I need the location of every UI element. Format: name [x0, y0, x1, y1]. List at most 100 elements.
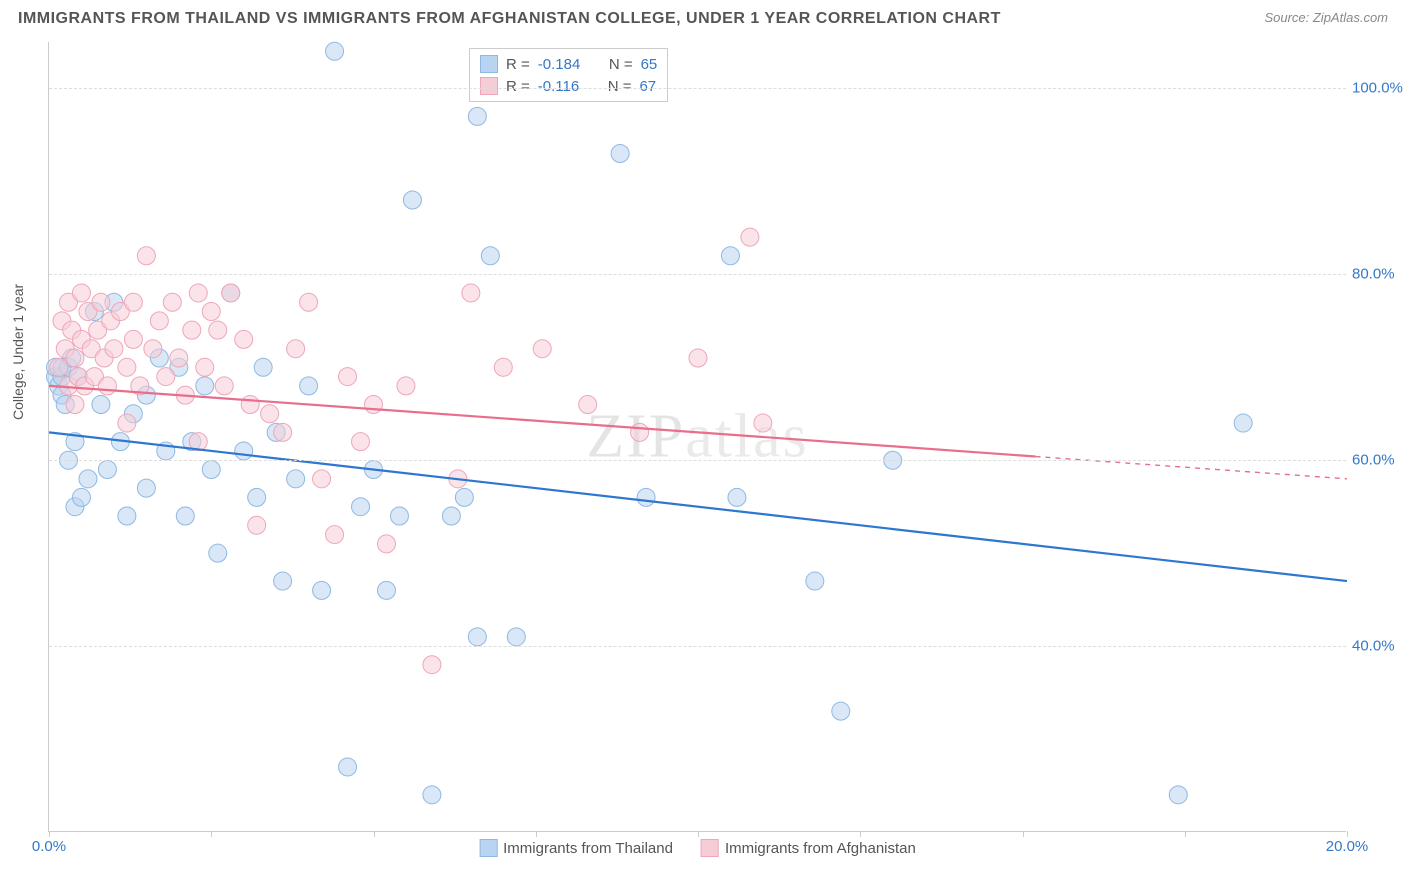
y-tick-label: 40.0% — [1352, 638, 1404, 655]
data-point — [183, 321, 201, 339]
data-point — [754, 414, 772, 432]
data-point — [157, 368, 175, 386]
data-point — [721, 247, 739, 265]
y-tick-label: 60.0% — [1352, 452, 1404, 469]
data-point — [352, 433, 370, 451]
data-point — [118, 414, 136, 432]
data-point — [248, 488, 266, 506]
legend-n-value: 67 — [639, 78, 656, 95]
data-point — [261, 405, 279, 423]
data-point — [313, 581, 331, 599]
data-point — [137, 247, 155, 265]
data-point — [274, 572, 292, 590]
data-point — [689, 349, 707, 367]
data-point — [390, 507, 408, 525]
legend-n-label: N = — [609, 56, 633, 73]
data-point — [72, 284, 90, 302]
data-point — [72, 488, 90, 506]
legend-r-label: R = — [506, 78, 530, 95]
gridline-h — [49, 274, 1346, 275]
data-point — [196, 358, 214, 376]
data-point — [403, 191, 421, 209]
legend-r-label: R = — [506, 56, 530, 73]
series-legend-item: Immigrants from Afghanistan — [701, 839, 916, 857]
data-point — [196, 377, 214, 395]
data-point — [462, 284, 480, 302]
data-point — [163, 293, 181, 311]
data-point — [124, 293, 142, 311]
data-point — [455, 488, 473, 506]
data-point — [352, 498, 370, 516]
data-point — [222, 284, 240, 302]
data-point — [326, 42, 344, 60]
data-point — [397, 377, 415, 395]
legend-n-label: N = — [608, 78, 632, 95]
data-point — [468, 628, 486, 646]
legend-swatch — [479, 839, 497, 857]
data-point — [274, 423, 292, 441]
series-legend-item: Immigrants from Thailand — [479, 839, 673, 857]
chart-title: IMMIGRANTS FROM THAILAND VS IMMIGRANTS F… — [18, 10, 1001, 28]
data-point — [235, 442, 253, 460]
data-point — [287, 340, 305, 358]
x-tick-mark — [698, 831, 699, 837]
data-point — [339, 758, 357, 776]
data-point — [176, 507, 194, 525]
series-legend-label: Immigrants from Afghanistan — [725, 840, 916, 857]
data-point — [241, 395, 259, 413]
correlation-legend: R = -0.184 N = 65R = -0.116 N = 67 — [469, 48, 668, 102]
data-point — [170, 349, 188, 367]
data-point — [507, 628, 525, 646]
data-point — [287, 470, 305, 488]
data-point — [611, 145, 629, 163]
data-point — [254, 358, 272, 376]
y-tick-label: 80.0% — [1352, 266, 1404, 283]
data-point — [494, 358, 512, 376]
data-point — [326, 526, 344, 544]
x-tick-mark — [211, 831, 212, 837]
data-point — [66, 349, 84, 367]
gridline-h — [49, 88, 1346, 89]
data-point — [92, 395, 110, 413]
data-point — [442, 507, 460, 525]
data-point — [235, 330, 253, 348]
legend-swatch — [480, 77, 498, 95]
legend-r-value: -0.116 — [538, 78, 579, 95]
data-point — [215, 377, 233, 395]
x-tick-label: 20.0% — [1326, 838, 1369, 855]
y-tick-label: 100.0% — [1352, 80, 1404, 97]
data-point — [98, 461, 116, 479]
data-point — [481, 247, 499, 265]
chart-svg — [49, 42, 1346, 831]
data-point — [533, 340, 551, 358]
data-point — [189, 284, 207, 302]
data-point — [144, 340, 162, 358]
x-tick-mark — [374, 831, 375, 837]
data-point — [124, 330, 142, 348]
x-tick-mark — [860, 831, 861, 837]
data-point — [98, 377, 116, 395]
data-point — [468, 107, 486, 125]
data-point — [377, 535, 395, 553]
data-point — [631, 423, 649, 441]
data-point — [150, 312, 168, 330]
data-point — [92, 293, 110, 311]
data-point — [66, 395, 84, 413]
correlation-legend-row: R = -0.116 N = 67 — [480, 75, 657, 97]
data-point — [1234, 414, 1252, 432]
data-point — [300, 377, 318, 395]
data-point — [423, 656, 441, 674]
legend-r-value: -0.184 — [538, 56, 581, 73]
data-point — [806, 572, 824, 590]
trend-line — [49, 432, 1347, 581]
correlation-legend-row: R = -0.184 N = 65 — [480, 53, 657, 75]
data-point — [118, 507, 136, 525]
legend-swatch — [480, 55, 498, 73]
data-point — [637, 488, 655, 506]
chart-source: Source: ZipAtlas.com — [1264, 10, 1388, 25]
data-point — [423, 786, 441, 804]
legend-swatch — [701, 839, 719, 857]
x-tick-label: 0.0% — [32, 838, 66, 855]
y-axis-label: College, Under 1 year — [10, 284, 26, 420]
data-point — [1169, 786, 1187, 804]
